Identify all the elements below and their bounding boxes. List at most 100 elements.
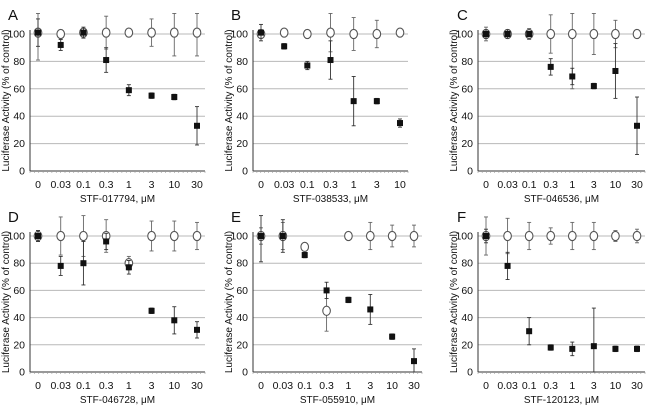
x-tick-label: 1 [126,380,132,392]
control-point [589,230,599,242]
x-tick-label: 10 [168,380,180,392]
y-tick-label: 80 [13,258,25,270]
x-tick-label: 0.3 [319,380,334,392]
treated-point [279,233,286,239]
y-tick-label: 20 [13,138,25,150]
treated-point [57,262,64,269]
treated-point [80,29,87,36]
x-tick-label: 1 [126,179,132,191]
y-tick-label: 60 [236,285,248,297]
y-axis-label: Luciferase Activity (% of control) [224,29,235,171]
y-tick-label: 20 [461,138,473,150]
treated-point [526,328,533,335]
x-tick-label: 0.03 [50,380,71,392]
treated-point [103,57,110,64]
control-point [124,27,134,38]
treated-point [504,262,511,269]
control-point [409,230,419,242]
control-point [322,305,331,316]
x-tick-label: 0 [483,179,489,191]
x-tick-label: 30 [631,380,643,392]
treated-point [327,57,334,64]
control-point [169,27,179,38]
panel-letter: B [231,7,241,24]
y-axis-label: Luciferase Activity (% of control) [1,29,12,171]
y-tick-label: 0 [467,166,473,178]
chart-panel-f: F 0 20 40 60 80 100 0 0.03 0.1 0.3 1 3 10 30 STF-120123… [449,209,646,405]
x-axis-label: STF-038533, μM [293,194,368,205]
y-tick-label: 20 [461,339,473,351]
y-tick-label: 60 [13,285,25,297]
y-tick-label: 100 [230,29,248,41]
x-axis-label: STF-055910, μM [300,395,375,405]
control-point [632,230,642,242]
x-tick-label: 30 [191,179,203,191]
x-tick-label: 0 [35,380,41,392]
y-tick-label: 100 [455,29,473,41]
treated-point [57,41,64,48]
x-tick-label: 3 [591,179,597,191]
y-axis-label: Luciferase Activity (% of control) [1,231,12,373]
chart-panel-e: E 0 20 40 60 80 100 0 0.03 0.1 0.3 1 3 10 30 STF-055910… [224,209,423,405]
x-tick-label: 1 [569,380,575,392]
x-tick-label: 0.1 [76,380,91,392]
x-tick-label: 3 [149,380,155,392]
panel-letter: A [8,7,18,24]
x-tick-label: 0.03 [497,179,518,191]
x-tick-label: 0 [258,179,264,191]
x-tick-label: 0.03 [50,179,71,191]
control-point [395,27,405,38]
treated-point [569,73,576,80]
x-tick-label: 30 [408,380,420,392]
treated-point [148,92,155,99]
treated-point [483,233,489,239]
control-point [279,27,289,38]
control-point [101,27,111,38]
x-tick-label: 1 [351,179,357,191]
x-tick-label: 0.3 [99,179,114,191]
treated-point [194,326,200,333]
treated-point [323,287,330,294]
panel-letter: E [231,209,241,226]
x-tick-label: 10 [386,380,398,392]
y-tick-label: 40 [236,111,248,123]
y-tick-label: 100 [455,231,473,243]
control-point [349,28,359,40]
treated-point [281,43,288,50]
treated-point [547,63,554,70]
panel-letter: C [457,7,468,24]
y-tick-label: 60 [461,83,473,95]
x-tick-label: 0.3 [99,380,114,392]
treated-point [389,333,396,340]
x-tick-label: 3 [374,179,380,191]
control-point [387,230,397,242]
treated-point [612,345,619,352]
y-tick-label: 80 [236,56,248,68]
y-tick-label: 20 [236,339,248,351]
control-point [372,28,382,40]
x-tick-label: 0.03 [273,380,294,392]
x-tick-label: 0.3 [543,179,558,191]
control-point [546,28,556,40]
treated-point [367,306,374,313]
x-tick-label: 0.1 [300,179,315,191]
chart-panel-a: A 0 20 40 60 80 100 0 0.03 0.1 0.3 1 3 10 30 STF-017794… [1,7,206,205]
treated-point [483,31,489,37]
x-tick-label: 3 [367,380,373,392]
y-tick-label: 0 [19,166,25,178]
y-axis-label: Luciferase Activity (% of control) [224,231,235,373]
control-point [192,230,202,242]
x-tick-label: 0.1 [522,380,537,392]
treated-point [504,31,511,37]
treated-point [304,62,311,69]
y-tick-label: 20 [236,138,248,150]
treated-point [411,358,417,365]
treated-point [526,31,533,37]
x-tick-label: 10 [610,179,622,191]
treated-point [103,238,110,245]
y-tick-label: 80 [236,258,248,270]
x-tick-label: 30 [191,380,203,392]
treated-point [345,296,352,303]
y-tick-label: 60 [236,83,248,95]
